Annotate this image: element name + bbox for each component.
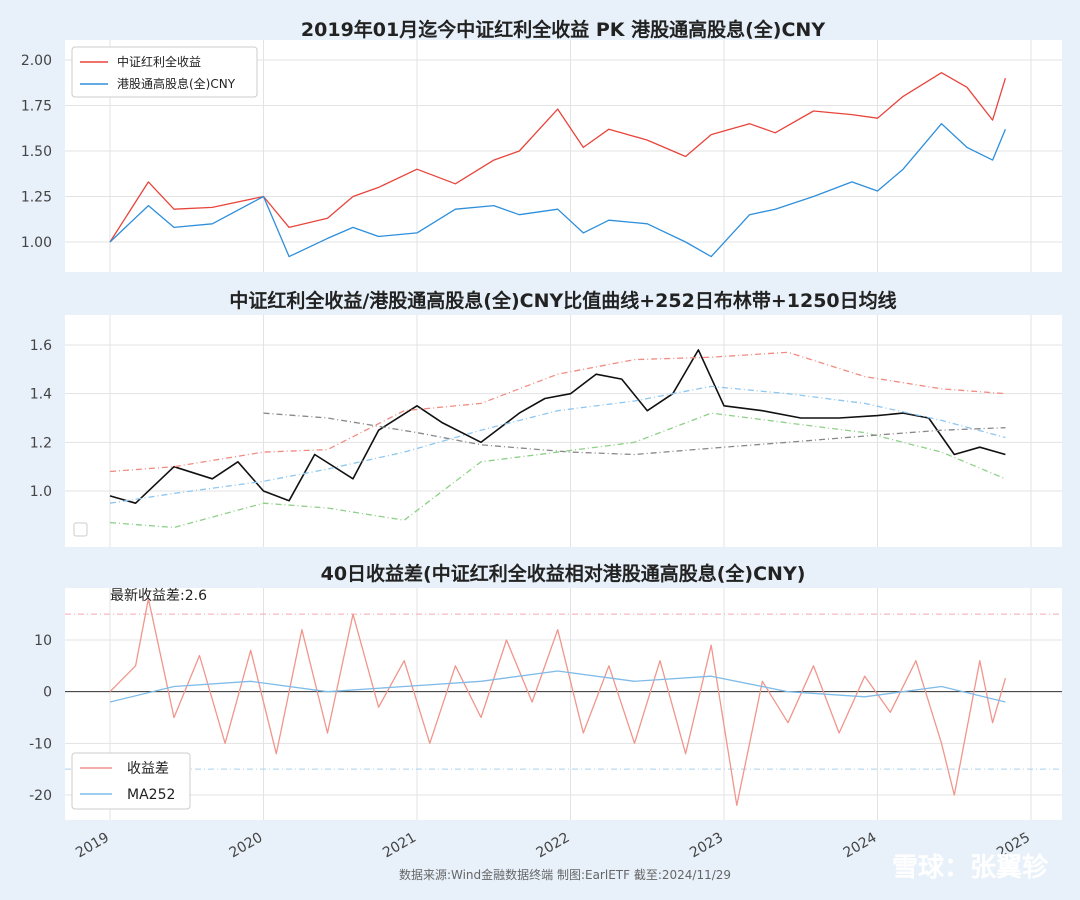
y-tick-label: -20	[29, 788, 52, 804]
panel1-legend: 中证红利全收益 港股通高股息(全)CNY	[71, 46, 258, 98]
legend-label-spread: 收益差	[127, 761, 169, 777]
series-line-p1-s0	[109, 72, 1007, 243]
panel1-title: 2019年01月迄今中证红利全收益 PK 港股通高股息(全)CNY	[301, 18, 825, 41]
y-tick-label: 1.4	[30, 387, 52, 403]
x-tick-label: 2024	[841, 830, 880, 862]
legend-label-hk-high-dividend: 港股通高股息(全)CNY	[117, 76, 236, 91]
y-tick-label: 0	[43, 685, 52, 701]
y-tick-label: 1.2	[30, 435, 52, 451]
series-line-p2-boll_mid	[109, 385, 1006, 504]
series-line-p2-ratio	[109, 349, 1006, 505]
panel3-title: 40日收益差(中证红利全收益相对港股通高股息(全)CNY)	[321, 562, 806, 585]
series-line-p3-s0	[109, 598, 1007, 806]
y-tick-label: 1.0	[30, 484, 52, 500]
legend-label-csi-dividend: 中证红利全收益	[117, 54, 201, 69]
series-line-p2-boll_lower	[109, 412, 1006, 529]
panel2-title: 中证红利全收益/港股通高股息(全)CNY比值曲线+252日布林带+1250日均线	[229, 289, 896, 312]
y-tick-label: 1.6	[30, 338, 52, 354]
y-tick-label: 1.75	[21, 99, 52, 115]
legend-label-ma252: MA252	[127, 787, 175, 803]
y-tick-label: 2.00	[21, 53, 52, 69]
x-tick-label: 2022	[534, 830, 573, 862]
y-tick-label: 1.50	[21, 144, 52, 160]
data-source-footer: 数据来源:Wind金融数据终端 制图:EarlETF 截至:2024/11/29	[399, 867, 731, 882]
panel2-legend-box	[73, 522, 88, 537]
x-tick-label: 2023	[687, 830, 726, 862]
y-tick-label: 10	[34, 633, 52, 649]
series-line-p2-boll_upper	[109, 351, 1006, 473]
panel3-legend: 收益差 MA252	[71, 752, 191, 810]
x-tick-label: 2021	[380, 830, 419, 862]
x-tick-label: 2020	[227, 830, 266, 862]
series-line-p1-s1	[109, 123, 1007, 258]
watermark: 雪球：张翼轸	[892, 853, 1049, 883]
y-tick-label: 1.00	[21, 235, 52, 251]
panel3-plot-area	[65, 588, 1062, 820]
series-line-p2-ma1250	[263, 412, 1006, 456]
latest-spread-annotation: 最新收益差:2.6	[110, 588, 207, 604]
series-line-p3-s1	[109, 670, 1006, 703]
panel2-plot-area	[65, 315, 1062, 547]
x-tick-label: 2019	[73, 830, 112, 862]
y-tick-label: 1.25	[21, 190, 52, 206]
y-tick-label: -10	[29, 736, 52, 752]
